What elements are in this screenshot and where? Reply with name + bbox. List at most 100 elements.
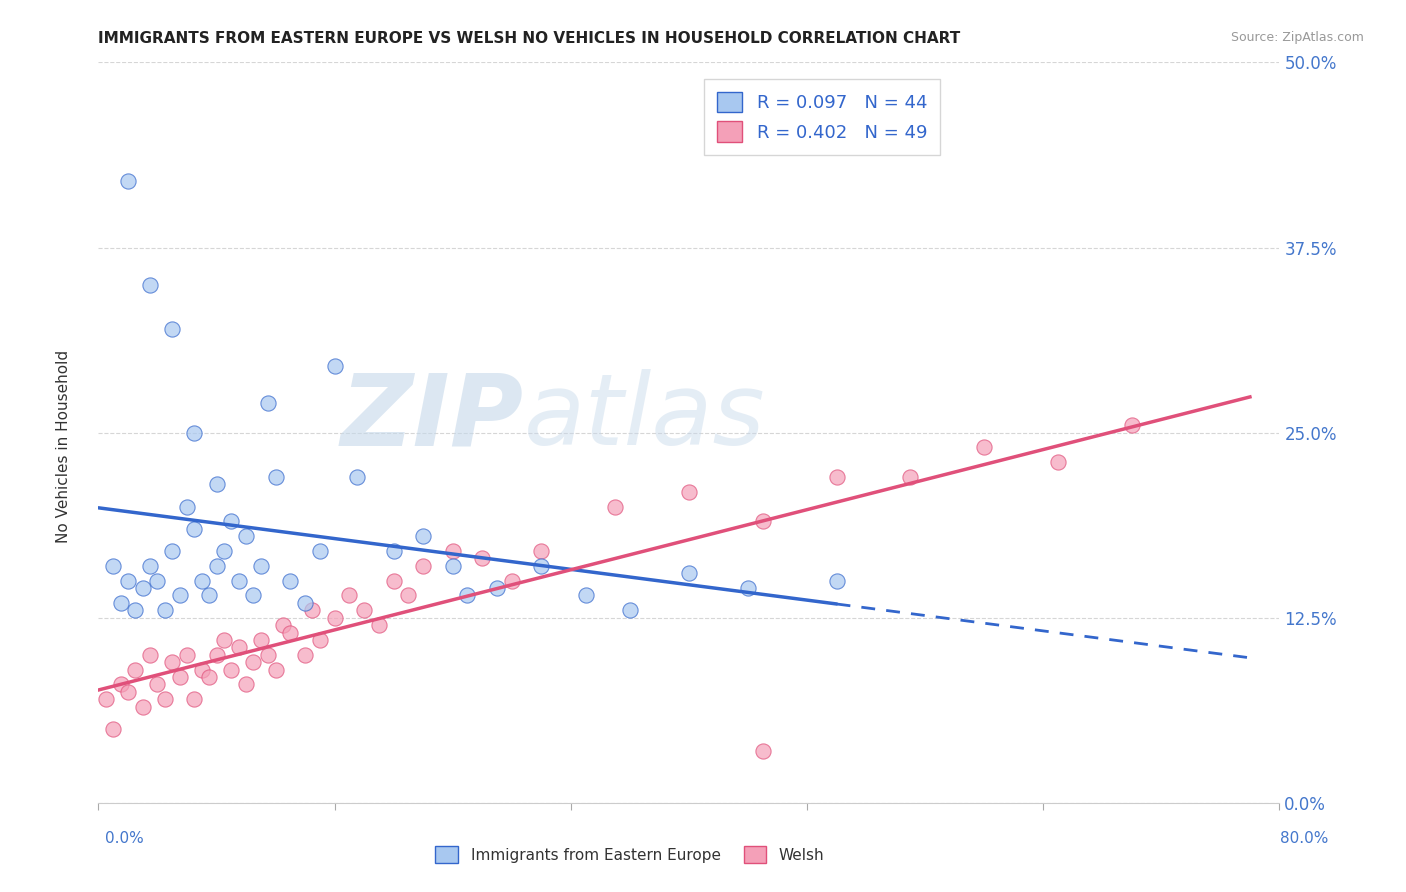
Point xyxy=(162,655,183,669)
Point xyxy=(382,544,405,558)
Point xyxy=(94,692,117,706)
Text: No Vehicles in Household: No Vehicles in Household xyxy=(56,350,70,542)
Point xyxy=(309,544,332,558)
Point xyxy=(124,603,146,617)
Point xyxy=(117,574,139,588)
Point xyxy=(619,603,641,617)
Point xyxy=(110,596,132,610)
Legend: Immigrants from Eastern Europe, Welsh: Immigrants from Eastern Europe, Welsh xyxy=(429,840,831,869)
Point xyxy=(294,648,316,662)
Point xyxy=(153,603,176,617)
Point xyxy=(205,558,228,573)
Point xyxy=(605,500,627,514)
Point xyxy=(264,663,287,677)
Point xyxy=(264,470,287,484)
Point xyxy=(530,544,553,558)
Point xyxy=(900,470,922,484)
Point xyxy=(176,648,198,662)
Point xyxy=(412,558,434,573)
Point xyxy=(183,692,205,706)
Point xyxy=(486,581,509,595)
Point xyxy=(162,322,183,336)
Point xyxy=(183,425,205,440)
Point xyxy=(110,677,132,691)
Point xyxy=(103,558,125,573)
Point xyxy=(132,699,155,714)
Point xyxy=(235,529,257,543)
Point xyxy=(183,522,205,536)
Point xyxy=(323,610,346,624)
Point xyxy=(117,685,139,699)
Point xyxy=(117,174,139,188)
Point xyxy=(257,396,280,410)
Point xyxy=(346,470,368,484)
Point xyxy=(678,566,700,581)
Point xyxy=(205,648,228,662)
Point xyxy=(228,640,250,655)
Point xyxy=(301,603,323,617)
Point xyxy=(1121,418,1143,433)
Point xyxy=(242,655,264,669)
Point xyxy=(198,670,221,684)
Point xyxy=(139,648,162,662)
Point xyxy=(169,589,191,603)
Point xyxy=(169,670,191,684)
Point xyxy=(353,603,375,617)
Point xyxy=(737,581,759,595)
Point xyxy=(825,470,848,484)
Point xyxy=(1047,455,1070,469)
Point xyxy=(221,663,243,677)
Text: 0.0%: 0.0% xyxy=(105,831,145,846)
Point xyxy=(323,359,346,373)
Point xyxy=(176,500,198,514)
Point xyxy=(205,477,228,491)
Point xyxy=(146,677,169,691)
Point xyxy=(139,277,162,292)
Point xyxy=(146,574,169,588)
Point xyxy=(250,558,273,573)
Point xyxy=(191,663,214,677)
Point xyxy=(457,589,479,603)
Point xyxy=(825,574,848,588)
Point xyxy=(339,589,361,603)
Point xyxy=(103,722,125,736)
Point xyxy=(280,574,302,588)
Text: Source: ZipAtlas.com: Source: ZipAtlas.com xyxy=(1230,31,1364,45)
Point xyxy=(441,544,464,558)
Point xyxy=(309,632,332,647)
Point xyxy=(752,515,775,529)
Point xyxy=(221,515,243,529)
Point xyxy=(501,574,523,588)
Point xyxy=(973,441,995,455)
Point xyxy=(471,551,494,566)
Point xyxy=(198,589,221,603)
Point xyxy=(441,558,464,573)
Point xyxy=(132,581,155,595)
Point xyxy=(191,574,214,588)
Point xyxy=(228,574,250,588)
Point xyxy=(678,484,700,499)
Point xyxy=(162,544,183,558)
Point xyxy=(412,529,434,543)
Point xyxy=(575,589,598,603)
Point xyxy=(124,663,146,677)
Text: atlas: atlas xyxy=(523,369,765,467)
Point xyxy=(368,618,391,632)
Point xyxy=(530,558,553,573)
Point xyxy=(752,744,775,758)
Point xyxy=(271,618,294,632)
Point xyxy=(398,589,420,603)
Point xyxy=(257,648,280,662)
Point xyxy=(153,692,176,706)
Text: IMMIGRANTS FROM EASTERN EUROPE VS WELSH NO VEHICLES IN HOUSEHOLD CORRELATION CHA: IMMIGRANTS FROM EASTERN EUROPE VS WELSH … xyxy=(98,31,960,46)
Text: ZIP: ZIP xyxy=(340,369,523,467)
Point xyxy=(212,544,235,558)
Point xyxy=(212,632,235,647)
Point xyxy=(250,632,273,647)
Point xyxy=(235,677,257,691)
Point xyxy=(280,625,302,640)
Point xyxy=(242,589,264,603)
Point xyxy=(382,574,405,588)
Text: 80.0%: 80.0% xyxy=(1281,831,1329,846)
Point xyxy=(139,558,162,573)
